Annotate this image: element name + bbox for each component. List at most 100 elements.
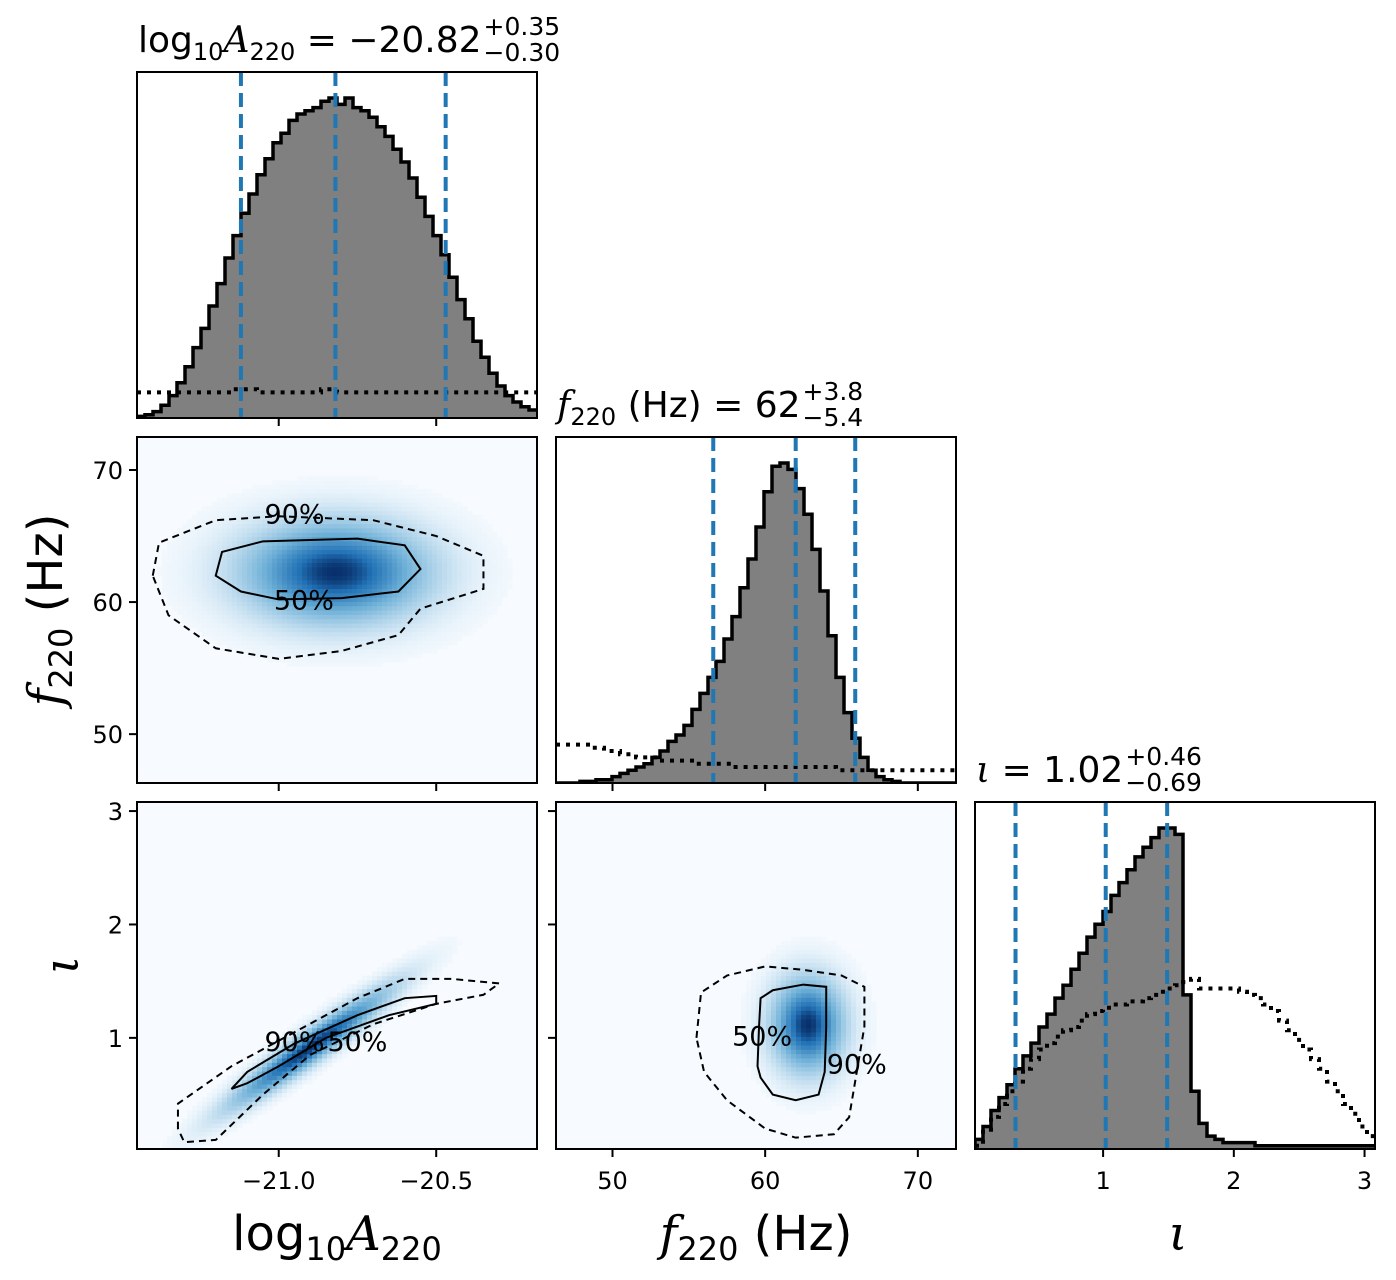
density-cell xyxy=(372,571,378,576)
density-cell xyxy=(207,1101,213,1107)
density-cell xyxy=(836,1096,842,1102)
density-cell xyxy=(332,519,338,525)
density-cell xyxy=(317,1057,323,1063)
density-cell xyxy=(202,523,208,529)
density-cell xyxy=(197,566,203,572)
density-cell xyxy=(811,1109,817,1115)
density-cell xyxy=(801,958,807,964)
density-cell xyxy=(332,1001,338,1007)
density-cell xyxy=(387,493,393,499)
density-cell xyxy=(167,558,173,564)
density-cell xyxy=(387,592,393,598)
density-cell xyxy=(781,984,787,990)
density-cell xyxy=(811,997,817,1003)
density-cell xyxy=(357,497,363,503)
density-cell xyxy=(392,597,398,602)
density-cell xyxy=(417,644,423,650)
density-cell xyxy=(786,966,792,972)
density-cell xyxy=(382,523,388,529)
density-cell xyxy=(437,605,443,611)
density-cell xyxy=(182,571,188,576)
density-cell xyxy=(422,966,428,972)
density-cell xyxy=(841,1031,847,1037)
density-cell xyxy=(861,1049,867,1055)
density-cell xyxy=(227,549,233,555)
density-cell xyxy=(297,562,303,568)
density-cell xyxy=(247,527,253,533)
hist-bar xyxy=(796,488,805,783)
density-cell xyxy=(442,566,448,572)
density-cell xyxy=(851,1014,857,1020)
hist-bar xyxy=(764,491,773,783)
density-cell xyxy=(337,1057,343,1063)
density-cell xyxy=(796,997,802,1003)
density-cell xyxy=(472,549,478,555)
density-cell xyxy=(407,979,413,985)
density-cell xyxy=(362,631,368,637)
density-cell xyxy=(766,1088,772,1094)
density-cell xyxy=(467,527,473,533)
density-cell xyxy=(377,1001,383,1007)
density-cell xyxy=(412,610,418,615)
hist-bar xyxy=(465,318,474,418)
density-cell xyxy=(811,949,817,955)
density-cell xyxy=(197,536,203,542)
density-cell xyxy=(242,536,248,542)
density-cell xyxy=(831,1005,837,1011)
density-cell xyxy=(417,579,423,585)
density-cell xyxy=(297,1057,303,1063)
density-cell xyxy=(242,562,248,568)
density-cell xyxy=(841,1062,847,1068)
density-cell xyxy=(796,1053,802,1059)
density-cell xyxy=(247,627,253,633)
density-cell xyxy=(482,523,488,529)
density-cell xyxy=(252,648,258,654)
density-cell xyxy=(761,1053,767,1059)
density-cell xyxy=(312,475,318,481)
density-cell xyxy=(751,1036,757,1042)
density-cell xyxy=(846,975,852,981)
density-cell xyxy=(841,1083,847,1089)
density-cell xyxy=(402,549,408,555)
density-cell xyxy=(806,1049,812,1055)
density-cell xyxy=(432,549,438,555)
hist-outline xyxy=(556,461,956,783)
density-cell xyxy=(242,588,248,594)
density-cell xyxy=(197,588,203,594)
density-cell xyxy=(482,588,488,594)
density-cell xyxy=(277,532,283,538)
density-cell xyxy=(776,1101,782,1107)
density-cell xyxy=(387,653,393,659)
density-cell xyxy=(387,971,393,977)
density-cell xyxy=(207,545,213,551)
density-cell xyxy=(342,592,348,598)
density-cell xyxy=(372,510,378,516)
density-cell xyxy=(357,532,363,538)
density-cell xyxy=(207,549,213,555)
density-cell xyxy=(182,601,188,607)
density-cell xyxy=(412,618,418,624)
density-cell xyxy=(312,480,318,486)
density-cell xyxy=(382,988,388,994)
density-cell xyxy=(407,640,413,646)
density-cell xyxy=(302,1053,308,1059)
density-cell xyxy=(172,532,178,538)
density-cell xyxy=(866,1040,872,1046)
density-cell xyxy=(352,501,358,507)
density-cell xyxy=(302,566,308,572)
hist-bar xyxy=(868,770,877,783)
density-cell xyxy=(252,1114,258,1120)
density-cell xyxy=(272,571,278,576)
density-cell xyxy=(422,488,428,494)
density-cell xyxy=(247,640,253,646)
x-tick-label: 3 xyxy=(1357,1167,1372,1195)
density-cell xyxy=(811,1018,817,1024)
density-cell xyxy=(387,506,393,512)
density-cell xyxy=(287,1088,293,1094)
density-cell xyxy=(317,648,323,654)
density-cell xyxy=(821,966,827,972)
density-cell xyxy=(282,1066,288,1072)
density-cell xyxy=(162,562,168,568)
density-cell xyxy=(167,592,173,598)
hist-bar xyxy=(529,410,537,418)
